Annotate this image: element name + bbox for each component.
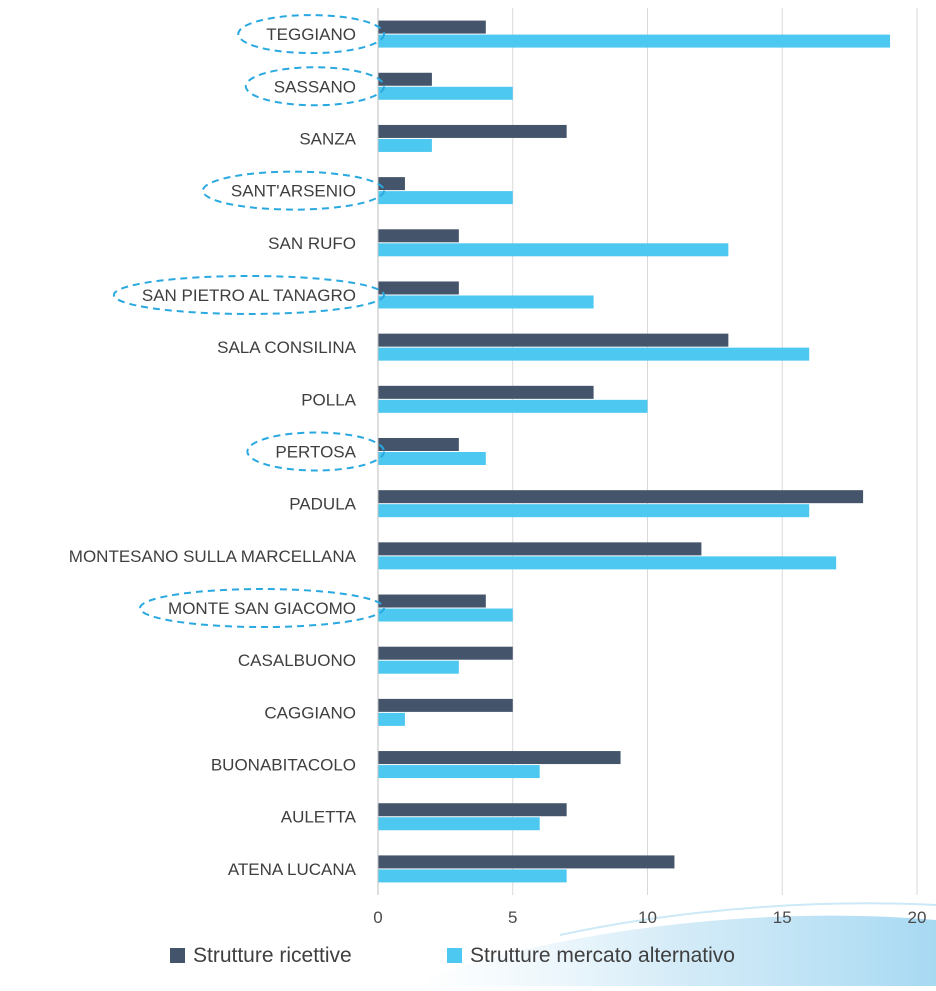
bar-strutture-mercato-alternativo [378, 504, 810, 518]
highlight-ellipse [237, 14, 385, 55]
highlight-ellipse [139, 588, 385, 629]
bar-strutture-ricettive [378, 438, 459, 451]
bars [378, 20, 891, 883]
decorative-swoosh [420, 915, 936, 986]
bar-strutture-mercato-alternativo [378, 556, 837, 570]
bar-strutture-mercato-alternativo [378, 869, 567, 883]
category-label: POLLA [301, 390, 356, 409]
bar-strutture-mercato-alternativo [378, 399, 648, 413]
bar-strutture-mercato-alternativo [378, 660, 459, 674]
bar-strutture-mercato-alternativo [378, 347, 810, 361]
category-label: MONTESANO SULLA MARCELLANA [69, 547, 357, 566]
category-label: SALA CONSILINA [217, 338, 357, 357]
bar-strutture-mercato-alternativo [378, 86, 513, 100]
bar-strutture-ricettive [378, 229, 459, 243]
category-label: CAGGIANO [264, 703, 356, 722]
bar-strutture-mercato-alternativo [378, 295, 594, 309]
legend-label: Strutture ricettive [193, 944, 352, 967]
bar-strutture-ricettive [378, 177, 405, 191]
gridlines [512, 8, 918, 895]
legend-label: Strutture mercato alternativo [470, 944, 735, 967]
highlight-ellipse [201, 170, 385, 211]
category-label: TEGGIANO [266, 25, 356, 44]
legend: Strutture ricettive Strutture mercato alt… [170, 944, 735, 967]
category-labels: ATENA LUCANA AULETTA BUONABITACOLO CAGGIANO… [69, 14, 385, 879]
legend-swatch [447, 948, 462, 963]
bar-strutture-ricettive [378, 542, 702, 556]
x-tick-label: 20 [908, 908, 927, 927]
category-label: SANT'ARSENIO [231, 182, 356, 201]
bar-strutture-ricettive [378, 20, 486, 34]
bar-strutture-mercato-alternativo [378, 191, 513, 205]
category-label: BUONABITACOLO [211, 756, 356, 775]
category-label: PERTOSA [275, 443, 356, 462]
x-tick-label: 5 [508, 908, 517, 927]
bar-strutture-ricettive [378, 72, 432, 86]
bar-strutture-mercato-alternativo [378, 243, 729, 257]
bar-strutture-ricettive [378, 698, 513, 712]
bar-strutture-ricettive [378, 333, 729, 347]
x-tick-label: 10 [638, 908, 657, 927]
bar-strutture-ricettive [378, 646, 513, 660]
bar-strutture-mercato-alternativo [378, 608, 513, 622]
category-label: MONTE SAN GIACOMO [168, 599, 356, 618]
category-label: PADULA [289, 495, 356, 514]
bar-strutture-mercato-alternativo [378, 138, 432, 152]
x-tick-label: 15 [773, 908, 792, 927]
axes: 0 5 10 15 20 [373, 8, 926, 927]
bar-strutture-ricettive [378, 281, 459, 295]
category-label: ATENA LUCANA [228, 860, 357, 879]
highlight-ellipse [244, 66, 385, 107]
bar-strutture-ricettive [378, 751, 621, 765]
bar-strutture-mercato-alternativo [378, 34, 891, 48]
bar-strutture-ricettive [378, 124, 567, 138]
highlight-ellipse [246, 431, 385, 472]
bar-strutture-ricettive [378, 490, 864, 504]
bar-strutture-mercato-alternativo [378, 817, 540, 831]
bar-strutture-mercato-alternativo [378, 452, 486, 465]
decorative-swoosh-line [559, 902, 936, 936]
category-label: SASSANO [274, 77, 356, 96]
bar-strutture-mercato-alternativo [378, 765, 540, 779]
category-label: SAN RUFO [268, 234, 356, 253]
bar-strutture-ricettive [378, 594, 486, 608]
category-label: SAN PIETRO AL TANAGRO [142, 286, 356, 305]
category-label: AULETTA [281, 808, 357, 827]
x-tick-label: 0 [373, 908, 382, 927]
category-label: CASALBUONO [238, 651, 356, 670]
bar-strutture-mercato-alternativo [378, 712, 405, 726]
legend-swatch [170, 948, 185, 963]
highlight-ellipse [112, 274, 385, 315]
bar-strutture-ricettive [378, 385, 594, 399]
category-label: SANZA [299, 129, 356, 148]
bar-strutture-ricettive [378, 803, 567, 817]
bar-strutture-ricettive [378, 855, 675, 869]
